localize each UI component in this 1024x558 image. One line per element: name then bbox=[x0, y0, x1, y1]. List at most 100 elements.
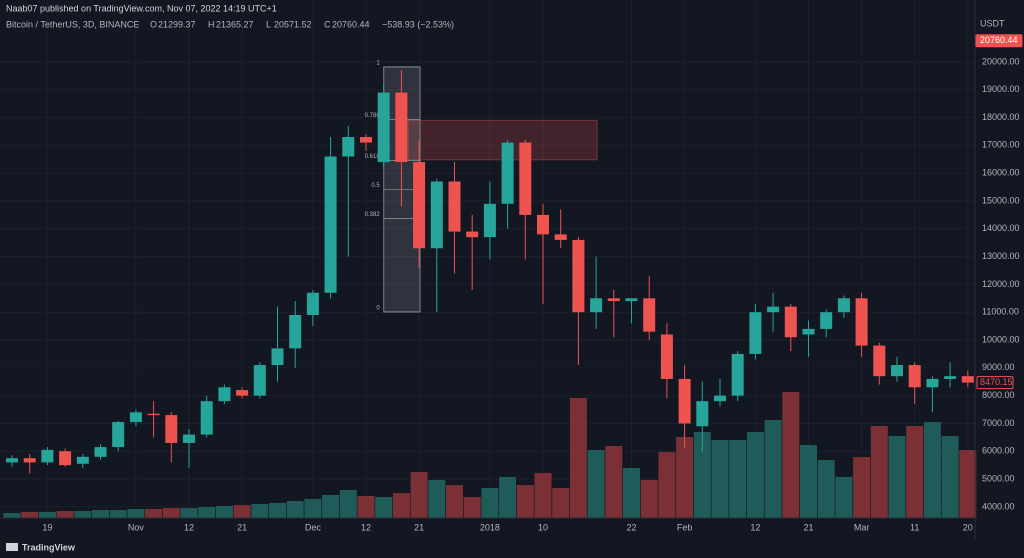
y-tick-label: 7000.00 bbox=[982, 418, 1015, 428]
volume-bar bbox=[428, 480, 446, 518]
x-tick-label: Mar bbox=[854, 522, 870, 532]
volume-bar bbox=[623, 468, 640, 518]
candle-body bbox=[714, 395, 726, 402]
volume-bar bbox=[322, 495, 340, 518]
y-tick-label: 4000.00 bbox=[982, 501, 1015, 511]
candle-body bbox=[961, 376, 974, 383]
volume-bar bbox=[162, 508, 180, 518]
volume-bar bbox=[746, 432, 764, 518]
currency: USDT bbox=[980, 18, 1005, 28]
candle-body bbox=[590, 298, 603, 313]
volume-bar bbox=[375, 497, 393, 518]
fib-label: 1 bbox=[376, 61, 380, 67]
candle-body bbox=[23, 458, 36, 463]
ohlc-value: 21365.27 bbox=[216, 19, 254, 29]
x-tick-label: 12 bbox=[361, 522, 371, 532]
volume-bar bbox=[534, 473, 552, 518]
y-tick-label: 10000.00 bbox=[982, 334, 1020, 344]
candle-body bbox=[165, 415, 178, 443]
x-tick-label: 20 bbox=[963, 522, 973, 532]
y-tick-label: 11000.00 bbox=[982, 307, 1019, 317]
candle-body bbox=[660, 334, 673, 379]
candle-body bbox=[519, 142, 532, 215]
volume-bar bbox=[392, 493, 410, 518]
candle-body bbox=[731, 353, 744, 396]
price-tag bbox=[976, 376, 1014, 390]
candle-body bbox=[41, 449, 54, 463]
candle-body bbox=[483, 203, 496, 238]
y-tick-label: 8000.00 bbox=[982, 390, 1015, 400]
candle-body bbox=[891, 365, 903, 377]
candle-body bbox=[360, 137, 372, 143]
x-tick-label: 19 bbox=[42, 522, 52, 532]
x-tick-label: 21 bbox=[803, 522, 813, 532]
volume-bar bbox=[339, 490, 357, 518]
volume-bar bbox=[923, 422, 941, 518]
symbol: Bitcoin / TetherUS, 3D, BINANCE bbox=[6, 19, 139, 29]
candle-body bbox=[820, 312, 833, 329]
candle-body bbox=[554, 234, 567, 240]
change: −538.93 (−2.53%) bbox=[382, 19, 454, 29]
volume-bar bbox=[835, 477, 853, 518]
candle-body bbox=[6, 458, 18, 463]
volume-bar bbox=[729, 440, 747, 518]
y-tick-label: 19000.00 bbox=[982, 84, 1020, 94]
ohlc-key: H bbox=[208, 19, 215, 29]
price-tag-label: 8470.15 bbox=[980, 377, 1013, 387]
ohlc-value: 20571.52 bbox=[274, 19, 312, 29]
candle-body bbox=[200, 401, 213, 435]
volume-bar bbox=[676, 437, 694, 518]
volume-bar bbox=[569, 398, 587, 518]
volume-bar bbox=[959, 450, 977, 518]
candle-body bbox=[129, 412, 142, 423]
candle-body bbox=[643, 298, 656, 332]
volume-bar bbox=[269, 503, 286, 518]
y-tick-label: 18000.00 bbox=[982, 112, 1020, 122]
brand-text: TradingView bbox=[22, 542, 76, 552]
volume-bar bbox=[3, 513, 21, 518]
volume-bar bbox=[587, 450, 605, 518]
candle-body bbox=[147, 413, 160, 416]
candle-body bbox=[572, 239, 585, 313]
volume-bar bbox=[764, 420, 782, 518]
candle-body bbox=[908, 365, 921, 388]
volume-bar bbox=[446, 485, 463, 518]
volume-bar bbox=[800, 445, 817, 518]
x-tick-label: 10 bbox=[538, 522, 548, 532]
ohlc-key: O bbox=[150, 19, 157, 29]
candle-body bbox=[873, 345, 886, 377]
logo bbox=[6, 543, 18, 551]
volume-bar bbox=[782, 392, 800, 518]
fib-label: 0.786 bbox=[365, 113, 381, 119]
candle-body bbox=[377, 92, 390, 163]
volume-bar bbox=[38, 512, 56, 518]
x-tick-label: 22 bbox=[626, 522, 636, 532]
y-tick-label: 12000.00 bbox=[982, 279, 1020, 289]
fib-label: 0 bbox=[376, 306, 380, 312]
candle-body bbox=[289, 314, 302, 349]
volume-bar bbox=[658, 452, 676, 518]
candle-body bbox=[218, 387, 231, 402]
candle-body bbox=[59, 451, 72, 466]
candle-body bbox=[607, 298, 620, 302]
x-tick-label: 21 bbox=[414, 522, 424, 532]
volume-bar bbox=[552, 488, 570, 518]
candle-body bbox=[306, 292, 319, 315]
volume-bar bbox=[410, 472, 428, 518]
candle-body bbox=[837, 298, 850, 313]
volume-bar bbox=[74, 511, 92, 518]
volume-bar bbox=[21, 512, 39, 518]
candle-body bbox=[802, 328, 815, 335]
x-tick-label: 2018 bbox=[480, 522, 500, 532]
candle-body bbox=[678, 378, 691, 424]
price-tag bbox=[975, 34, 1023, 48]
fib-label: 0.382 bbox=[365, 212, 381, 218]
candle-body bbox=[466, 231, 479, 238]
candle-body bbox=[501, 142, 514, 204]
volume-bar bbox=[304, 499, 322, 518]
ohlc-key: C bbox=[324, 19, 331, 29]
volume-bar bbox=[145, 509, 163, 518]
volume-bar bbox=[92, 510, 109, 518]
volume-bar bbox=[640, 480, 658, 518]
